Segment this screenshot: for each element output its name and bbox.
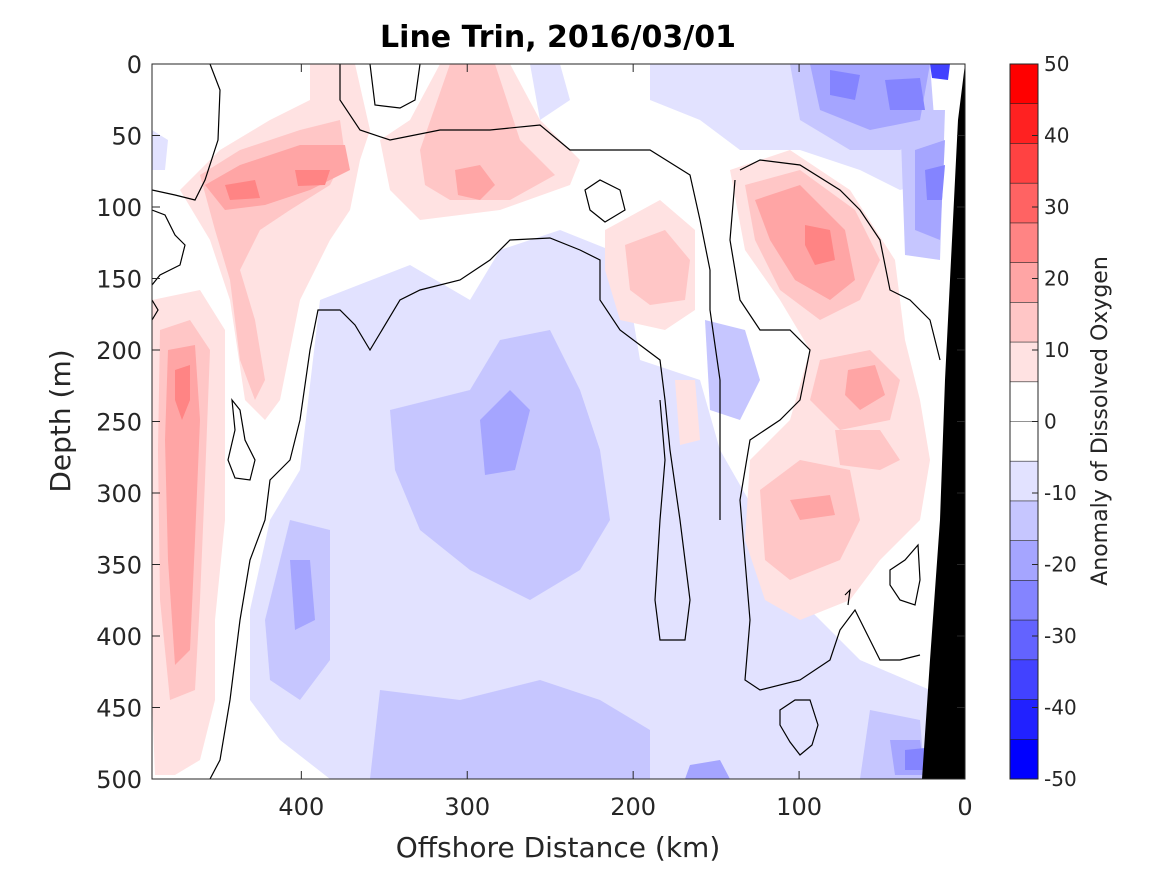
colorbar-swatch — [1010, 222, 1038, 264]
anomaly-region — [225, 180, 260, 200]
contour-line — [729, 179, 921, 691]
y-tick-label: 150 — [96, 266, 142, 294]
contour-line — [739, 159, 941, 361]
colorbar-swatch — [1010, 580, 1038, 621]
y-tick-label: 400 — [96, 623, 142, 651]
colorbar-swatch — [1010, 103, 1038, 144]
anomaly-region — [790, 495, 835, 520]
colorbar-swatch — [1010, 500, 1038, 542]
anomaly-region — [625, 230, 690, 305]
anomaly-region — [845, 365, 885, 410]
anomaly-region — [925, 165, 945, 200]
y-tick-label: 500 — [96, 766, 142, 794]
bottom-topography — [922, 64, 965, 779]
x-tick-label: 0 — [957, 793, 972, 821]
colorbar-tick-label: -30 — [1044, 624, 1077, 648]
colorbar-swatch — [1010, 620, 1038, 661]
anomaly-region — [835, 430, 900, 470]
anomaly-region — [760, 460, 860, 580]
contour-line — [209, 237, 691, 779]
contour-line — [152, 209, 186, 286]
x-tick-label: 400 — [278, 793, 324, 821]
colorbar-swatch — [1010, 262, 1038, 303]
y-tick-label: 250 — [96, 409, 142, 437]
anomaly-region — [152, 130, 168, 170]
colorbar-tick-label: -20 — [1044, 553, 1077, 577]
colorbar-label: Anomaly of Dissolved Oxygen — [1088, 256, 1113, 586]
colorbar-swatch — [1010, 461, 1038, 502]
contour-line — [889, 543, 921, 606]
anomaly-region — [905, 748, 925, 770]
y-tick-label: 450 — [96, 695, 142, 723]
anomaly-region — [165, 345, 200, 665]
colorbar-swatch — [1010, 183, 1038, 224]
x-tick-label: 100 — [776, 793, 822, 821]
colorbar-swatch — [1010, 421, 1038, 462]
colorbar-swatch — [1010, 699, 1038, 740]
anomaly-region — [175, 365, 190, 420]
y-tick-label: 50 — [111, 123, 142, 151]
plot-area — [152, 64, 965, 779]
anomaly-region — [675, 380, 700, 445]
anomaly-layer-plus-20 — [175, 170, 835, 420]
contour-line — [844, 588, 851, 606]
y-tick-label: 350 — [96, 552, 142, 580]
colorbar-swatch — [1010, 540, 1038, 581]
colorbar-swatch — [1010, 659, 1038, 701]
x-tick-label: 300 — [444, 793, 490, 821]
x-axis: 0 100 200 300 400 — [278, 64, 973, 821]
colorbar-swatch — [1010, 342, 1038, 383]
anomaly-region — [290, 560, 315, 630]
colorbar-tick-label: 30 — [1044, 195, 1069, 219]
colorbar-tick-label: 40 — [1044, 124, 1069, 148]
y-tick-label: 300 — [96, 480, 142, 508]
colorbar-swatch — [1010, 143, 1038, 184]
chart-title: Line Trin, 2016/03/01 — [380, 20, 736, 55]
colorbar-tick-label: 10 — [1044, 338, 1069, 362]
anomaly-region-strongest-negative — [930, 64, 950, 80]
zero-contour-lines — [152, 64, 941, 779]
colorbar-swatch — [1010, 64, 1038, 105]
colorbar-tick-label: -10 — [1044, 481, 1077, 505]
colorbar-tick-label: 0 — [1044, 410, 1057, 434]
contour-line — [369, 64, 421, 109]
colorbar-tick-label: -50 — [1044, 767, 1077, 791]
anomaly-region — [530, 64, 570, 120]
colorbar-tick-label: 20 — [1044, 267, 1069, 291]
colorbar-swatch — [1010, 739, 1038, 780]
y-tick-label: 0 — [127, 51, 142, 79]
anomaly-region — [480, 390, 530, 475]
colorbar-ticks: 50 40 30 20 10 0 -10 -20 -30 -40 -50 — [1032, 52, 1077, 791]
anomaly-region — [885, 78, 925, 110]
anomaly-region — [370, 680, 650, 779]
colorbar-tick-label: 50 — [1044, 52, 1069, 76]
x-axis-label: Offshore Distance (km) — [396, 831, 721, 864]
anomaly-region — [420, 64, 555, 200]
anomaly-region — [455, 165, 495, 200]
anomaly-region — [295, 170, 330, 186]
colorbar-swatch — [1010, 381, 1038, 422]
contour-line — [152, 299, 159, 321]
contour-line — [779, 699, 819, 756]
colorbar-swatch — [1010, 302, 1038, 343]
anomaly-layer-minus-40 — [830, 70, 945, 770]
y-tick-label: 100 — [96, 194, 142, 222]
y-axis-label: Depth (m) — [44, 349, 77, 492]
contour-line — [152, 64, 221, 201]
y-tick-label: 200 — [96, 337, 142, 365]
colorbar — [1010, 63, 1038, 780]
contour-line — [584, 179, 626, 223]
anomaly-region — [685, 760, 730, 779]
anomaly-region — [830, 70, 860, 100]
x-tick-label: 200 — [610, 793, 656, 821]
colorbar-tick-label: -40 — [1044, 696, 1077, 720]
contour-line — [339, 64, 721, 520]
contour-line — [227, 398, 256, 481]
y-axis: 0 50 100 150 200 250 300 350 400 450 500 — [96, 51, 965, 794]
anomaly-region — [805, 225, 835, 265]
anomaly-region — [705, 320, 760, 420]
